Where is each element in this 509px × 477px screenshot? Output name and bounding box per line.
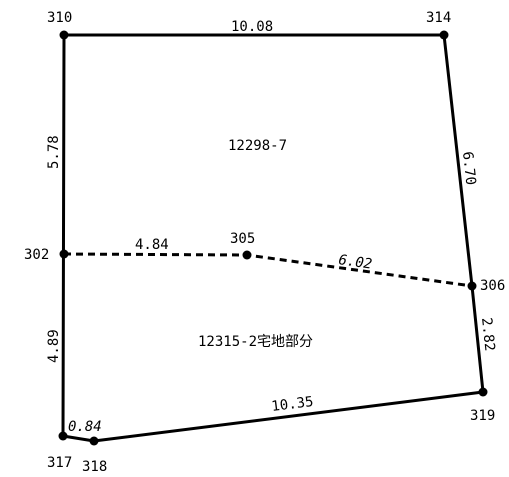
edge-319-318 [92, 390, 485, 443]
distance-label-314-306: 6.70 [459, 151, 478, 186]
point-label-302: 302 [24, 247, 49, 263]
point-label-319: 319 [470, 408, 495, 424]
distance-label-302-305: 4.84 [135, 237, 169, 253]
dashed-division-line [63, 252, 473, 288]
distance-label-305-306: 6.02 [337, 252, 373, 273]
distance-label-310-302: 5.78 [46, 135, 62, 169]
distance-label-306-319: 2.82 [478, 317, 497, 352]
edge-317-310 [61, 33, 66, 438]
point-marker-318 [89, 436, 99, 446]
edge-318-317 [61, 434, 96, 443]
parcel-label-upper: 12298-7 [228, 138, 287, 154]
point-label-318: 318 [82, 459, 107, 475]
edge-314-306 [442, 33, 474, 288]
edge-306-319 [470, 284, 485, 394]
point-marker-302 [59, 249, 69, 259]
distance-label-317-318: 0.84 [68, 419, 102, 435]
point-marker-305 [242, 250, 252, 260]
point-marker-317 [58, 431, 68, 441]
point-label-317: 317 [47, 455, 72, 471]
parcel-label-lower: 12315-2宅地部分 [198, 334, 313, 350]
point-label-306: 306 [480, 278, 505, 294]
distance-label-310-314: 10.08 [231, 19, 273, 35]
distance-label-302-317: 4.89 [46, 329, 62, 363]
point-marker-310 [59, 30, 69, 40]
point-marker-314 [439, 30, 449, 40]
point-label-310: 310 [47, 10, 72, 26]
distance-label-318-319: 10.35 [271, 394, 315, 415]
point-marker-306 [467, 281, 477, 291]
point-label-314: 314 [426, 10, 451, 26]
point-marker-319 [478, 387, 488, 397]
point-label-305: 305 [230, 231, 255, 247]
